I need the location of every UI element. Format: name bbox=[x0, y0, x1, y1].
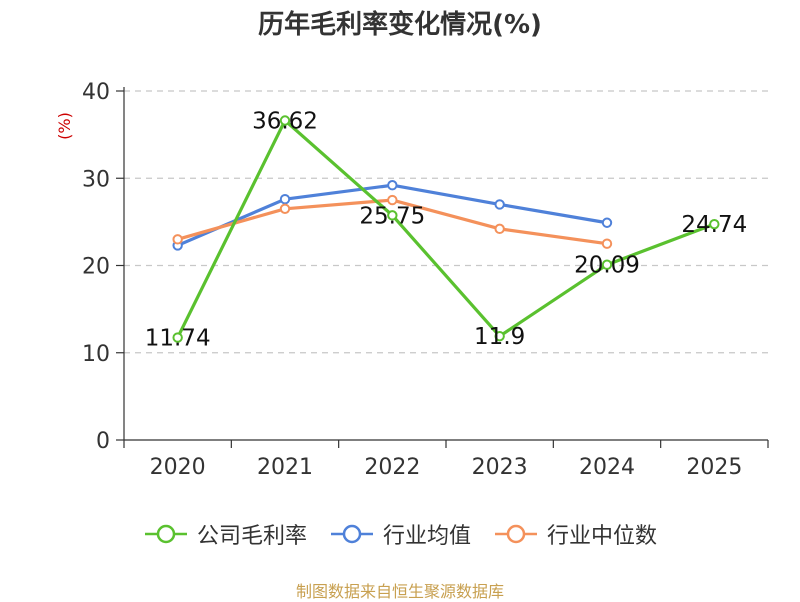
data-label: 11.9 bbox=[474, 324, 525, 350]
axes: 0 10 20 30 40 2020 2021 2022 2023 2024 2025 bbox=[82, 80, 769, 480]
data-point bbox=[172, 234, 183, 245]
legend-item-company[interactable]: 公司毛利率 bbox=[143, 518, 307, 550]
data-point bbox=[709, 218, 720, 230]
data-point bbox=[279, 193, 291, 205]
data-point bbox=[279, 115, 291, 126]
x-tick-label: 2021 bbox=[257, 455, 313, 480]
y-tick-label: 10 bbox=[82, 342, 110, 367]
legend: 公司毛利率 行业均值 行业中位数 bbox=[0, 518, 800, 550]
data-label: 25.75 bbox=[359, 203, 425, 229]
legend-label-company: 公司毛利率 bbox=[196, 524, 307, 549]
y-tick-label: 0 bbox=[96, 429, 110, 454]
data-point bbox=[279, 203, 291, 214]
chart-title: 历年毛利率变化情况(%) bbox=[258, 10, 542, 40]
data-point bbox=[172, 332, 183, 343]
legend-label-industry-avg: 行业均值 bbox=[382, 524, 471, 549]
data-point bbox=[494, 223, 505, 235]
data-point bbox=[494, 330, 505, 342]
series-line-0 bbox=[176, 118, 715, 339]
legend-label-industry-median: 行业中位数 bbox=[547, 524, 658, 549]
x-tick-label: 2022 bbox=[364, 455, 420, 480]
y-tick-label: 20 bbox=[82, 255, 110, 280]
data-label: 24.74 bbox=[681, 212, 747, 238]
x-tick-label: 2025 bbox=[686, 455, 742, 480]
legend-item-industry-avg[interactable]: 行业均值 bbox=[329, 518, 471, 550]
legend-item-industry-median[interactable]: 行业中位数 bbox=[493, 518, 657, 550]
data-label: 36.62 bbox=[252, 108, 318, 134]
data-point bbox=[601, 217, 613, 228]
data-point bbox=[601, 238, 613, 249]
y-tick-label: 30 bbox=[82, 167, 110, 192]
data-point bbox=[494, 199, 505, 210]
data-point bbox=[387, 180, 398, 191]
data-source-note: 制图数据来自恒生聚源数据库 bbox=[295, 582, 504, 601]
data-point bbox=[387, 210, 398, 221]
x-tick-label: 2023 bbox=[472, 455, 528, 480]
legend-industry-avg-marker bbox=[330, 524, 373, 544]
data-labels: 11.74 36.62 25.75 11.9 20.09 24.74 bbox=[145, 108, 748, 351]
x-tick-label: 2024 bbox=[579, 455, 635, 480]
data-point bbox=[601, 259, 613, 270]
legend-company-marker bbox=[144, 524, 187, 544]
data-point bbox=[387, 194, 398, 206]
x-tick-label: 2020 bbox=[150, 455, 206, 480]
legend-industry-median-marker bbox=[495, 524, 537, 544]
y-tick-label: 40 bbox=[82, 80, 110, 105]
grid-lines bbox=[124, 90, 768, 354]
y-axis-label: (%) bbox=[55, 112, 74, 140]
data-label: 11.74 bbox=[145, 326, 211, 352]
series-lines bbox=[172, 115, 720, 343]
data-label: 20.09 bbox=[574, 253, 640, 279]
